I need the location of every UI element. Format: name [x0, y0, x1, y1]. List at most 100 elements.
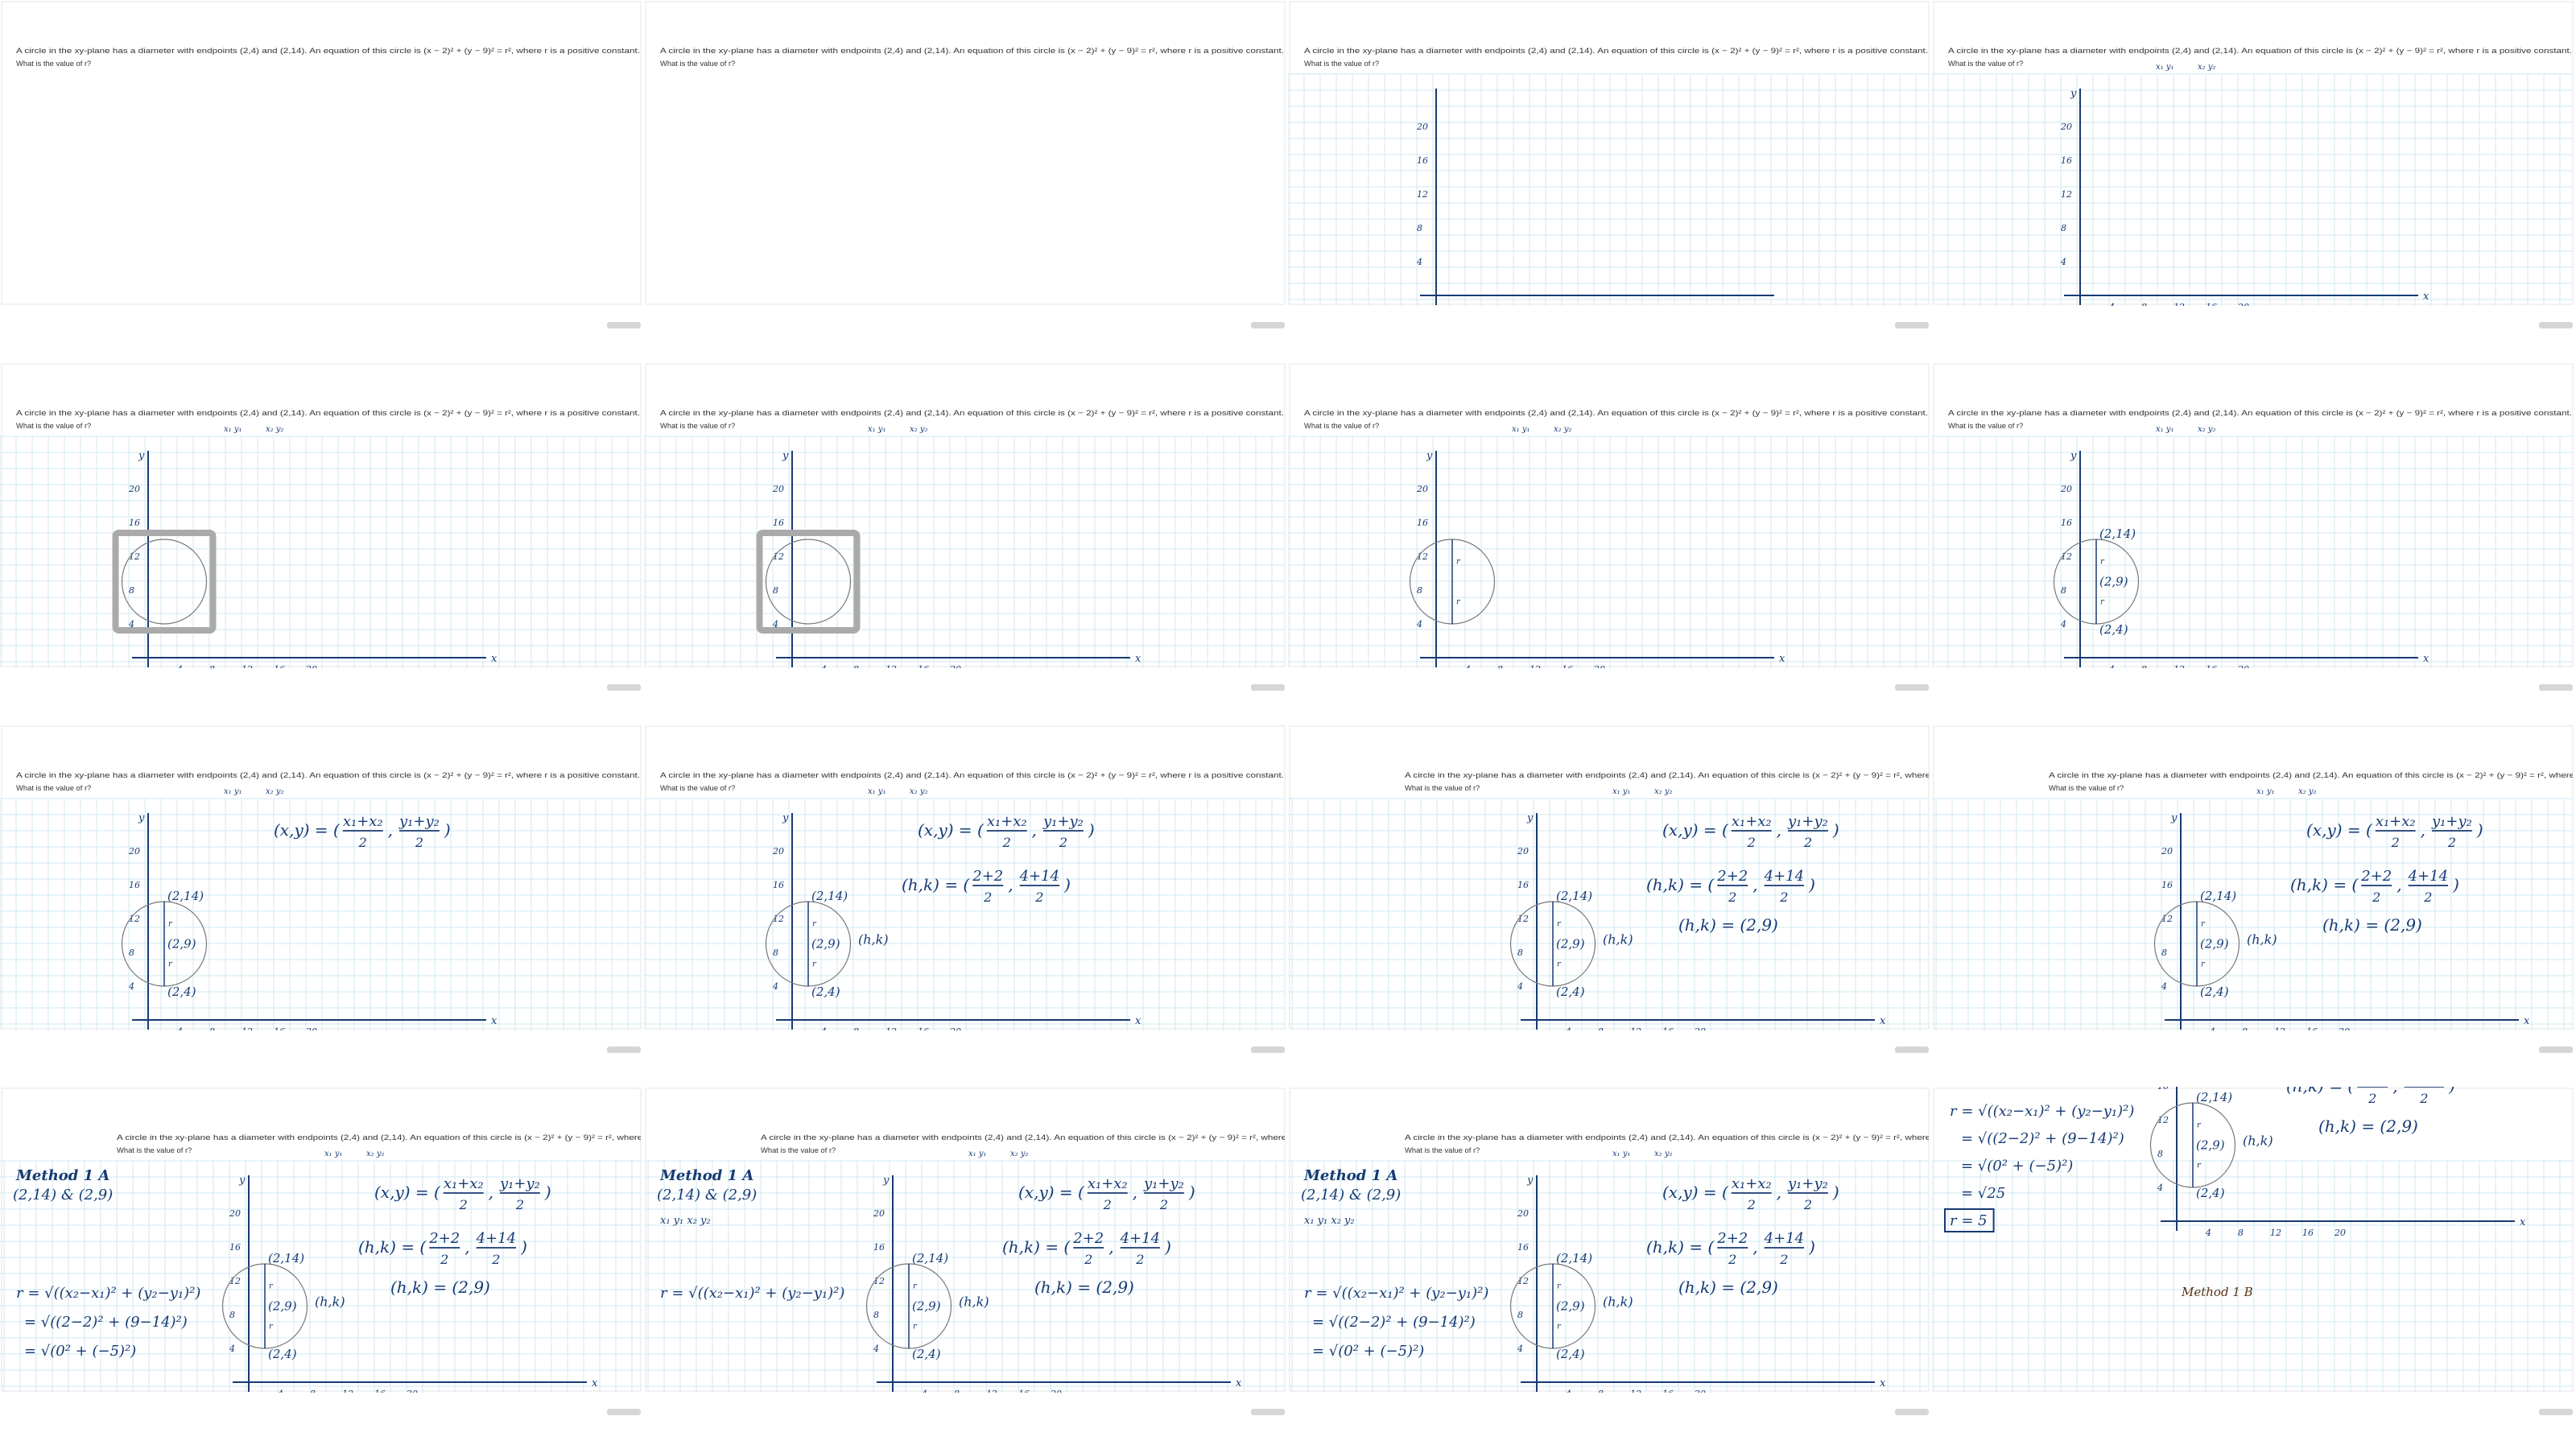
- fraction-denominator: 2: [1728, 1252, 1736, 1267]
- point-label: (2,4): [811, 985, 840, 999]
- x-tick-label: 20: [949, 1026, 961, 1037]
- endpoint-names: x₁ y₁: [2256, 787, 2275, 796]
- frame: A circle in the xy-plane has a diameter …: [1, 1, 642, 328]
- frame: A circle in the xy-plane has a diameter …: [644, 363, 1286, 691]
- grid: [644, 436, 1285, 668]
- point-label: (2,9): [268, 1299, 297, 1314]
- y-axis-label: y: [782, 450, 789, 462]
- problem-text: A circle in the xy-plane has a diameter …: [1948, 46, 2572, 55]
- fraction-numerator: 4+14: [2408, 868, 2448, 885]
- endpoint-names: x₁ y₁: [324, 1150, 343, 1158]
- y-tick-label: 20: [128, 484, 140, 494]
- formula-text: ,: [1777, 1183, 1781, 1202]
- y-tick-label: 16: [1417, 155, 1428, 166]
- frame-content: A circle in the xy-plane has a diameter …: [1288, 770, 1929, 1037]
- x-tick-label: 4: [2209, 1026, 2215, 1037]
- result: (h,k) = (2,9): [1678, 1278, 1778, 1297]
- problem-text: A circle in the xy-plane has a diameter …: [660, 46, 1284, 55]
- circle: [765, 539, 852, 625]
- center-label: (h,k): [959, 1294, 989, 1310]
- point-label: (2,14): [2200, 889, 2236, 903]
- center-label: (h,k): [858, 932, 889, 947]
- frame-tab: [2539, 1046, 2573, 1053]
- frame-tab: [1251, 322, 1285, 328]
- y-tick-label: 20: [2060, 122, 2072, 132]
- problem-text: What is the value of r?: [1304, 421, 1379, 430]
- formula-text: ): [1088, 820, 1095, 840]
- frame-bg: [1289, 725, 1930, 1030]
- result: (h,k) = (2,9): [2322, 915, 2422, 935]
- x-tick-label: 20: [305, 664, 317, 675]
- frame-bg: [1, 363, 642, 667]
- y-tick-label: 4: [2060, 619, 2066, 630]
- x-tick-label: 12: [1630, 1389, 1641, 1399]
- y-axis-label: y: [1426, 450, 1433, 462]
- fraction-denominator: 2: [2419, 1091, 2428, 1106]
- endpoint-names: x₂ y₂: [1654, 787, 1673, 796]
- frame-content: A circle in the xy-plane has a diameter …: [644, 1133, 1285, 1393]
- endpoint-names: x₁ y₁: [224, 787, 242, 796]
- frame-tab: [2539, 684, 2573, 691]
- x-axis-label: x: [1880, 1377, 1886, 1389]
- x-tick-label: 8: [2242, 1026, 2248, 1037]
- fraction-numerator: 4+14: [2404, 1069, 2444, 1086]
- fraction-denominator: 2: [1103, 1197, 1112, 1212]
- endpoint-names: x₁ y₁: [2156, 63, 2174, 72]
- y-tick-label: 20: [1416, 122, 1428, 132]
- frame: A circle in the xy-plane has a diameter …: [1288, 363, 1930, 691]
- y-tick-label: 16: [129, 518, 140, 528]
- result: (h,k) = (2,9): [1678, 915, 1778, 935]
- x-tick-label: 8: [1598, 1026, 1604, 1037]
- x-tick-label: 16: [274, 664, 285, 675]
- x-tick-label: 16: [918, 1026, 929, 1037]
- frame-bg: [1933, 1088, 2574, 1392]
- result: (h,k) = (2,9): [390, 1278, 490, 1297]
- x-tick-label: 16: [1662, 1026, 1674, 1037]
- fraction-denominator: 2: [1728, 890, 1736, 905]
- problem-text: A circle in the xy-plane has a diameter …: [1405, 1133, 2029, 1141]
- frame-bg: [1, 1088, 642, 1392]
- fraction-denominator: 2: [440, 1252, 448, 1267]
- fraction-denominator: 2: [1747, 1197, 1756, 1212]
- distance-step: = √25: [1961, 1185, 2005, 1202]
- y-tick-label: 8: [2061, 223, 2066, 233]
- frame-bg: [1933, 363, 2574, 667]
- selection-box: [112, 530, 217, 634]
- grid: [1932, 1160, 2573, 1393]
- endpoint-names: x₁ y₁: [1512, 425, 1530, 434]
- x-tick-label: 16: [2306, 1026, 2318, 1037]
- circle: [121, 539, 208, 625]
- y-tick-label: 8: [773, 585, 778, 596]
- fraction-numerator: 4+14: [1764, 868, 1804, 885]
- frame-tab: [1895, 1409, 1929, 1415]
- problem-text: What is the value of r?: [117, 1146, 192, 1154]
- frame-tab: [1895, 1046, 1929, 1053]
- x-tick-label: 8: [2141, 664, 2147, 675]
- grid: [0, 1160, 641, 1393]
- frame-content: A circle in the xy-plane has a diameter …: [644, 408, 1285, 675]
- point-label: (2,14): [1556, 1251, 1592, 1265]
- y-tick-label: 20: [2060, 484, 2072, 494]
- frame: A circle in the xy-plane has a diameter …: [1932, 1, 2574, 328]
- endpoint-names: x₁ y₁: [868, 425, 886, 434]
- fraction-numerator: y₁+y₂: [1042, 813, 1084, 830]
- formula-text: ,: [464, 1237, 469, 1257]
- x-tick-label: 20: [2237, 302, 2249, 312]
- x-tick-label: 16: [918, 664, 929, 675]
- endpoint-names: x₁ y₁: [968, 1150, 987, 1158]
- fraction-numerator: 2+2: [428, 1230, 460, 1247]
- frame-tab: [1251, 1046, 1285, 1053]
- frame: A circle in the xy-plane has a diameter …: [0, 1088, 642, 1415]
- fraction-numerator: x₁+x₂: [2376, 813, 2416, 830]
- endpoint-subscripts: x₁ y₁ x₂ y₂: [660, 1215, 711, 1227]
- x-tick-label: 8: [2141, 302, 2147, 312]
- y-tick-label: 8: [873, 1310, 879, 1320]
- formula-text: (h,k) = (: [2286, 1076, 2355, 1096]
- point-label: (2,14): [2196, 1090, 2232, 1104]
- distance-step: r = 5: [1950, 1212, 1988, 1229]
- x-axis-label: x: [2524, 1015, 2530, 1027]
- fraction-denominator: 2: [2387, 1036, 2396, 1051]
- fraction-denominator: 2: [983, 890, 992, 905]
- y-axis-label: y: [238, 1174, 246, 1187]
